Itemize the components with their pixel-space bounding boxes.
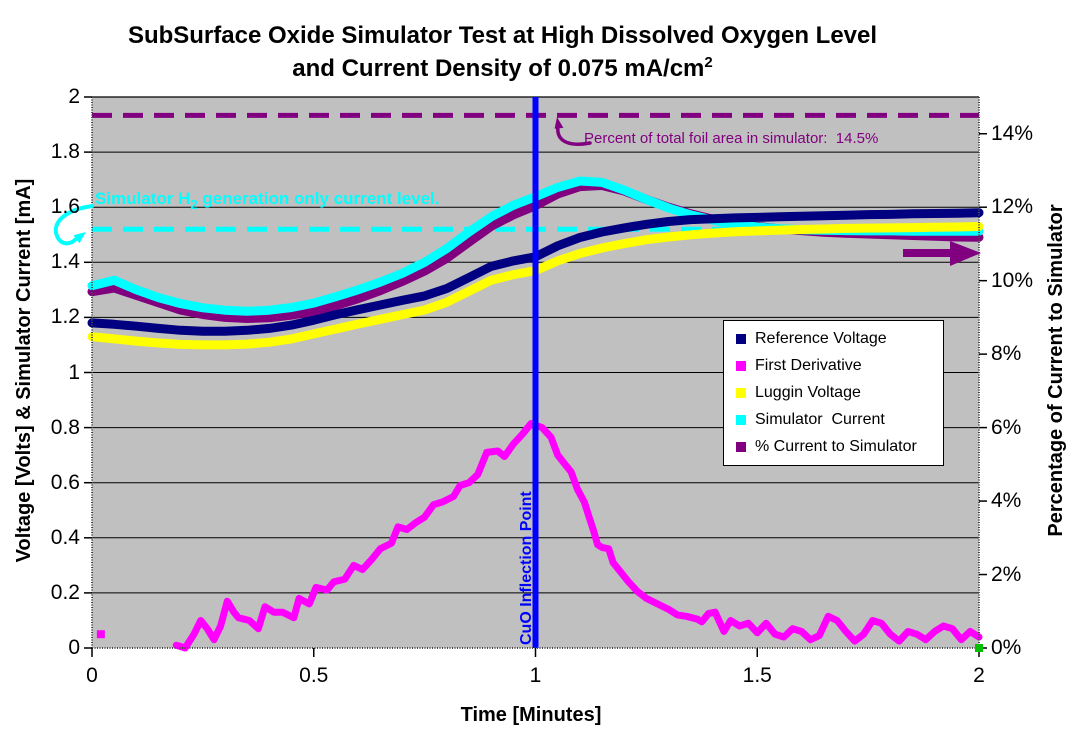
y-axis-tick-label: 1.8 bbox=[50, 140, 80, 164]
legend-label: Luggin Voltage bbox=[755, 383, 861, 401]
y-axis-tick-label: 1.4 bbox=[50, 250, 80, 274]
right-axis-tick-label: 12% bbox=[991, 195, 1034, 219]
right-axis-block-arrow-icon bbox=[903, 241, 981, 266]
x-axis-tick-label: 0 bbox=[86, 664, 98, 687]
right-axis-tick-label: 0% bbox=[991, 636, 1022, 659]
x-axis-tick-label: 1.5 bbox=[742, 664, 772, 687]
legend-item-first-derivative[interactable]: First Derivative bbox=[736, 357, 943, 375]
right-axis-tick-label: 14% bbox=[991, 121, 1034, 145]
y-axis-tick-label: 1 bbox=[68, 360, 80, 384]
y-axis-tick-label: 1.2 bbox=[50, 305, 80, 329]
chart-title-line2: and Current Density of 0.075 mA/cm2 bbox=[292, 54, 713, 82]
legend-swatch-icon bbox=[736, 441, 746, 452]
annotation-cuo-inflection-point: CuO Inflection Point bbox=[518, 491, 535, 645]
y-axis-tick-label: 0.8 bbox=[50, 415, 80, 439]
x-axis-tick-label: 0.5 bbox=[299, 664, 329, 687]
x-axis-tick-label: 2 bbox=[973, 664, 985, 687]
y-axis-tick-label: 0.4 bbox=[50, 525, 80, 549]
right-axis-tick-label: 10% bbox=[991, 268, 1034, 292]
purple-curved-arrow-icon bbox=[554, 117, 592, 146]
legend-label: % Current to Simulator bbox=[755, 437, 917, 455]
x-axis-title: Time [Minutes] bbox=[460, 704, 602, 726]
right-axis-tick-label: 8% bbox=[991, 342, 1022, 366]
legend-item-luggin-voltage[interactable]: Luggin Voltage bbox=[736, 384, 943, 402]
cyan-curved-arrow-icon bbox=[53, 204, 94, 246]
y-axis-tick-label: 0.6 bbox=[50, 470, 80, 494]
annotation-arrows bbox=[53, 117, 983, 652]
right-axis-tick-label: 4% bbox=[991, 489, 1022, 513]
legend-label: First Derivative bbox=[755, 357, 862, 375]
legend-item-reference-voltage[interactable]: Reference Voltage bbox=[736, 330, 943, 348]
annotation-h2-current-level: Simulator H2 generation only current lev… bbox=[95, 189, 439, 212]
right-axis-tick-label: 6% bbox=[991, 415, 1022, 439]
legend-item-current-to-simulator[interactable]: % Current to Simulator bbox=[736, 438, 943, 456]
chart-title-line1: SubSurface Oxide Simulator Test at High … bbox=[127, 22, 878, 49]
title-superscript: 2 bbox=[704, 54, 713, 71]
chart-legend[interactable]: Reference Voltage First Derivative Luggin … bbox=[723, 320, 944, 466]
legend-swatch-icon bbox=[736, 414, 746, 425]
legend-swatch-icon bbox=[736, 387, 746, 398]
legend-label: Reference Voltage bbox=[755, 330, 887, 348]
y-axis-tick-label: 0.2 bbox=[50, 580, 80, 604]
legend-label: Simulator Current bbox=[755, 410, 885, 428]
y-axis-tick-label: 1.6 bbox=[50, 195, 80, 219]
annotation-foil-area-percent: Percent of total foil area in simulator:… bbox=[584, 130, 879, 147]
legend-swatch-icon bbox=[736, 361, 746, 372]
legend-swatch-icon bbox=[736, 334, 746, 345]
y-axis-tick-label: 0 bbox=[68, 636, 80, 659]
legend-item-simulator-current[interactable]: Simulator Current bbox=[736, 411, 943, 429]
x-axis-tick-label: 1 bbox=[529, 664, 542, 687]
right-axis-tick-label: 2% bbox=[991, 562, 1022, 586]
series-end-marker bbox=[975, 644, 983, 652]
y-axis-tick-label: 2 bbox=[68, 85, 80, 108]
